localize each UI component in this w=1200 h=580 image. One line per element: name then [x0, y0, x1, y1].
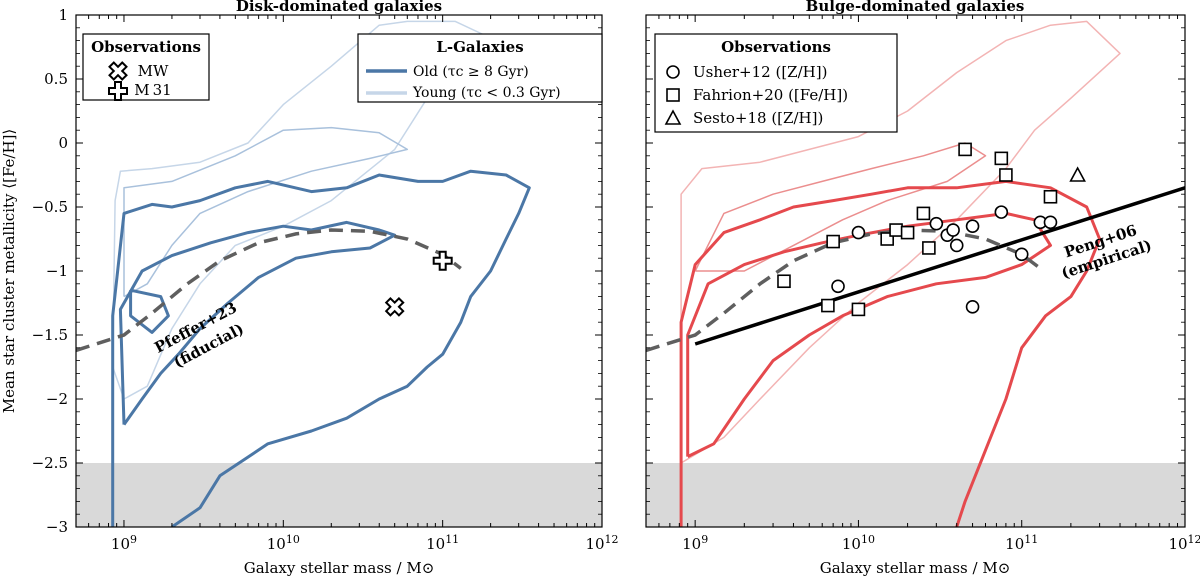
- legend-entry-fahrion: Fahrion+20 ([Fe/H]): [693, 86, 848, 104]
- data-point: [432, 250, 453, 271]
- data-point: [821, 298, 835, 313]
- data-point: [1069, 166, 1086, 182]
- observation-points: [777, 142, 1086, 317]
- data-point: [384, 296, 405, 317]
- contour-outer: [111, 169, 531, 527]
- x-tick-label: 1011: [426, 533, 459, 553]
- data-point: [958, 142, 972, 157]
- panel-title: Disk-dominated galaxies: [236, 0, 442, 15]
- shaded-band: [646, 463, 1185, 527]
- legend-entry-old: Old (τc ≥ 8 Gyr): [413, 64, 529, 80]
- data-point: [1043, 189, 1058, 204]
- data-point: [831, 279, 845, 294]
- y-axis-ticks: −3 −2.5 −2 −1.5 −1 −0.5 0 0.5 1: [32, 6, 602, 536]
- y-tick-label: −3: [46, 518, 68, 536]
- y-tick-label: 0.5: [44, 70, 68, 88]
- legend-entry-mw: MW: [138, 62, 169, 80]
- legend-marker-m31: [108, 81, 128, 101]
- data-point: [900, 225, 915, 240]
- legend-observations: Observations Usher+12 ([Z/H]) Fahrion+20…: [654, 33, 898, 133]
- observation-points: [384, 250, 453, 317]
- legend-entry-m31: M 31: [134, 81, 171, 99]
- x-tick-label: 1011: [1005, 533, 1038, 553]
- x-tick-label: 1010: [267, 533, 300, 553]
- data-point: [965, 219, 980, 233]
- data-point: [826, 234, 840, 249]
- y-tick-label: 0: [58, 134, 68, 152]
- x-axis-ticks: 109 1010 1011 1012: [75, 15, 619, 553]
- contour-outer: [679, 179, 1102, 527]
- y-tick-label: −2.5: [32, 454, 68, 472]
- data-point: [851, 302, 866, 317]
- y-axis-label: Mean star cluster metallicity ⟨[Fe/H]⟩: [0, 129, 18, 414]
- legend-marker-sesto: [664, 109, 682, 125]
- legend-title: L-Galaxies: [436, 38, 523, 56]
- contour-inner: [123, 126, 409, 298]
- data-point: [994, 151, 1009, 166]
- contour-outer: [680, 20, 1121, 464]
- legend-entry-sesto: Sesto+18 ([Z/H]): [693, 109, 823, 127]
- data-point: [999, 168, 1013, 182]
- relation-dashed-line: [76, 228, 462, 353]
- data-point: [777, 274, 791, 289]
- legend-entry-young: Young (τc < 0.3 Gyr): [412, 85, 561, 101]
- contour-inner: [694, 142, 987, 272]
- data-point: [965, 300, 980, 314]
- panel-bulge: Bulge-dominated galaxies 109 1010 1011 1012…: [645, 0, 1200, 577]
- legend-marker-mw: [108, 61, 128, 81]
- y-axis-ticks: [646, 14, 1185, 528]
- data-point: [922, 241, 936, 255]
- x-tick-label: 109: [682, 533, 708, 553]
- shaded-band: [76, 463, 602, 527]
- x-tick-label: 1012: [585, 533, 618, 553]
- x-tick-label: 109: [111, 533, 137, 553]
- y-tick-label: −1: [46, 262, 68, 280]
- x-tick-label: 1010: [842, 533, 875, 553]
- y-tick-label: 1: [58, 6, 68, 24]
- x-axis-label: Galaxy stellar mass / M⊙: [820, 559, 1011, 577]
- legend-marker-usher: [666, 65, 680, 79]
- relation-solid-line: [694, 186, 1185, 346]
- data-point: [994, 205, 1009, 219]
- data-point: [949, 238, 964, 253]
- x-tick-label: 1012: [1168, 533, 1200, 553]
- legend-title: Observations: [91, 38, 201, 56]
- relation-dashed-line: [646, 228, 1042, 353]
- panel-disk: Disk-dominated galaxies 109 1010 1011 1012 …: [0, 0, 619, 577]
- data-point: [889, 223, 903, 237]
- y-tick-label: −1.5: [32, 326, 68, 344]
- legend-entry-usher: Usher+12 ([Z/H]): [693, 63, 827, 81]
- data-point: [851, 225, 866, 240]
- panel-title: Bulge-dominated galaxies: [806, 0, 1025, 15]
- legend-model: L-Galaxies Old (τc ≥ 8 Gyr) Young (τc < …: [357, 33, 603, 103]
- relation-lines: [76, 228, 462, 353]
- y-tick-label: −0.5: [32, 198, 68, 216]
- data-point: [1014, 247, 1029, 262]
- legend-title: Observations: [721, 38, 831, 56]
- relation-lines: [646, 186, 1185, 353]
- data-point: [1043, 215, 1058, 230]
- contour-island: [129, 288, 170, 334]
- data-point: [916, 206, 931, 221]
- data-point: [929, 216, 944, 231]
- x-axis-ticks: 109 1010 1011 1012: [645, 15, 1200, 553]
- x-axis-label: Galaxy stellar mass / M⊙: [244, 559, 435, 577]
- legend-observations: Observations MW M 31: [82, 33, 210, 101]
- legend-marker-fahrion: [666, 88, 680, 102]
- data-point: [946, 223, 960, 237]
- y-tick-label: −2: [46, 390, 68, 408]
